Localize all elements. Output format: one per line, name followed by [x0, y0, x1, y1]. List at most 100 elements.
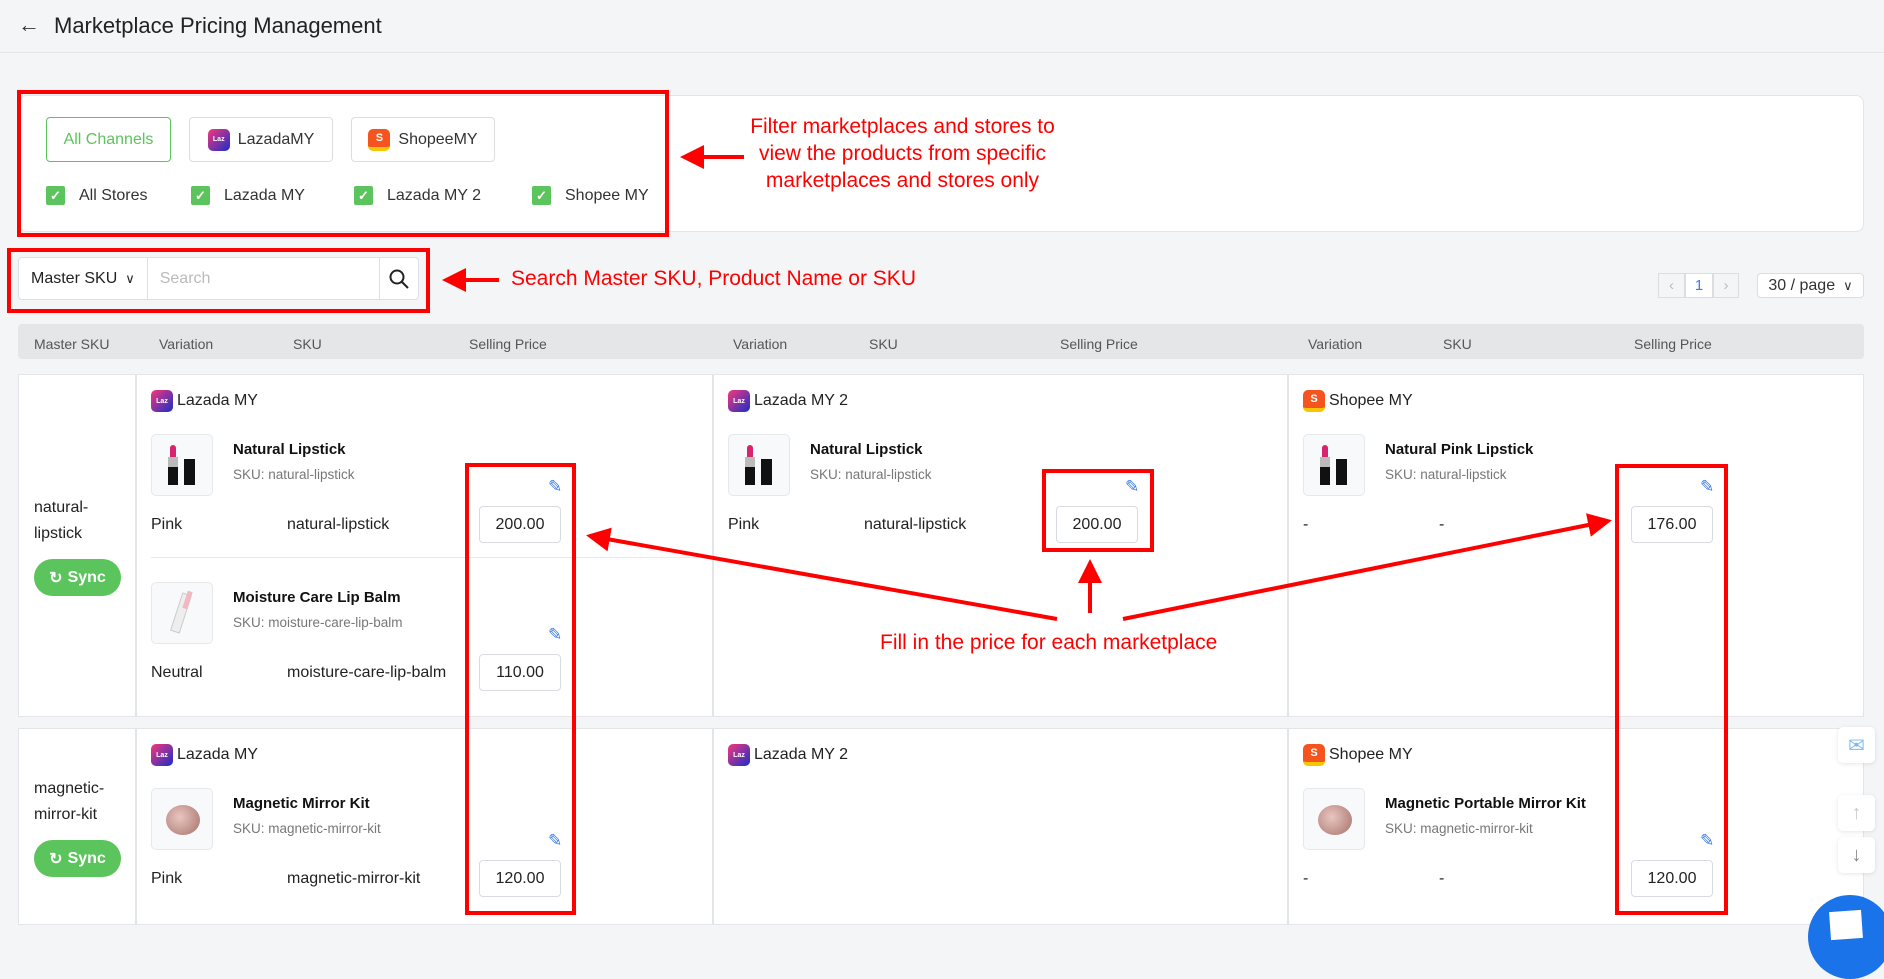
- annotation-filter-note: Filter marketplaces and stores to view t…: [750, 115, 1055, 192]
- product-item: Magnetic Mirror Kit SKU: magnetic-mirror-…: [137, 781, 712, 929]
- store-name: Lazada MY: [177, 392, 258, 409]
- column-header: SKU: [1443, 336, 1472, 352]
- mail-icon[interactable]: ✉: [1838, 727, 1875, 763]
- store-checkbox-lazada-my[interactable]: ✓ Lazada MY: [191, 186, 305, 205]
- lazada-logo-icon: Laz: [728, 390, 750, 412]
- channel-label: LazadaMY: [237, 130, 315, 148]
- page-1-button[interactable]: 1: [1685, 273, 1713, 298]
- product-item: Natural Pink Lipstick SKU: natural-lipsti…: [1289, 427, 1863, 575]
- store-cell: S Shopee MY Natural Pink Lipstick SKU: natu…: [1288, 374, 1864, 717]
- edit-icon[interactable]: ✎: [1700, 831, 1715, 850]
- store-name: Shopee MY: [1329, 746, 1413, 763]
- variation-text: Neutral: [151, 664, 203, 681]
- channel-label: ShopeeMY: [398, 130, 478, 148]
- store-cell: Laz Lazada MY 2: [713, 728, 1288, 925]
- scroll-up-button[interactable]: ↑: [1838, 795, 1875, 831]
- product-sku-label: SKU: moisture-care-lip-balm: [233, 615, 403, 630]
- edit-icon[interactable]: ✎: [548, 477, 563, 496]
- product-name: Magnetic Portable Mirror Kit: [1385, 795, 1586, 812]
- selling-price-input[interactable]: [1056, 506, 1138, 543]
- table-header: [18, 324, 1864, 359]
- shopee-logo-icon: S: [1303, 390, 1325, 412]
- scroll-down-button[interactable]: ↓: [1838, 837, 1875, 873]
- chevron-down-icon: ∨: [125, 270, 135, 286]
- sku-text: natural-lipstick: [287, 516, 390, 533]
- column-header: SKU: [293, 336, 322, 352]
- column-header: Selling Price: [1060, 336, 1138, 352]
- sync-icon: ↻: [49, 569, 63, 587]
- product-name: Natural Pink Lipstick: [1385, 441, 1534, 458]
- selling-price-input[interactable]: [479, 506, 561, 543]
- column-header: Variation: [159, 336, 214, 352]
- lazada-logo-icon: Laz: [151, 744, 173, 766]
- checkbox-label: Lazada MY 2: [387, 186, 481, 204]
- store-name: Lazada MY: [177, 746, 258, 763]
- search-field-select[interactable]: Master SKU ∨: [19, 258, 148, 299]
- sku-text: -: [1439, 870, 1445, 887]
- product-name: Moisture Care Lip Balm: [233, 589, 401, 606]
- chat-button[interactable]: [1808, 895, 1884, 979]
- store-header: S Shopee MY: [1303, 390, 1413, 412]
- per-page-select[interactable]: 30 / page ∨: [1757, 273, 1864, 298]
- prev-page-button[interactable]: ‹: [1658, 273, 1685, 298]
- search-bar: Master SKU ∨: [18, 257, 419, 300]
- product-sku-label: SKU: natural-lipstick: [233, 467, 355, 482]
- page-title: Marketplace Pricing Management: [54, 13, 382, 38]
- lazada-logo-icon: Laz: [151, 390, 173, 412]
- product-item: Natural Lipstick SKU: natural-lipstick ✎ Pi…: [714, 427, 1287, 575]
- store-cell: Laz Lazada MY Natural Lipstick SKU: natural…: [136, 374, 713, 717]
- lazada-logo-icon: Laz: [207, 128, 230, 151]
- store-cell: Laz Lazada MY Magnetic Mirror Kit SKU: magn…: [136, 728, 713, 925]
- store-checkbox-lazada-my-2[interactable]: ✓ Lazada MY 2: [354, 186, 481, 205]
- product-item: Natural Lipstick SKU: natural-lipstick ✎ Pi…: [137, 427, 712, 575]
- selling-price-input[interactable]: [1631, 860, 1713, 897]
- check-icon: ✓: [191, 186, 210, 205]
- product-item: Magnetic Portable Mirror Kit SKU: magneti…: [1289, 781, 1863, 929]
- column-header: Selling Price: [1634, 336, 1712, 352]
- shopee-logo-icon: S: [368, 128, 391, 151]
- chevron-down-icon: ∨: [1843, 277, 1853, 293]
- edit-icon[interactable]: ✎: [548, 625, 563, 644]
- edit-icon[interactable]: ✎: [548, 831, 563, 850]
- page-header: [0, 0, 1884, 53]
- store-checkbox-all-stores[interactable]: ✓ All Stores: [46, 186, 147, 205]
- sync-button[interactable]: ↻ Sync: [34, 559, 121, 596]
- variation-text: -: [1303, 516, 1309, 533]
- selling-price-input[interactable]: [1631, 506, 1713, 543]
- sku-text: magnetic-mirror-kit: [287, 870, 421, 887]
- edit-icon[interactable]: ✎: [1700, 477, 1715, 496]
- search-input[interactable]: [147, 258, 379, 299]
- product-sku-label: SKU: magnetic-mirror-kit: [1385, 821, 1533, 836]
- sync-label: Sync: [67, 568, 106, 586]
- checkbox-label: All Stores: [79, 186, 148, 204]
- store-cell: S Shopee MY Magnetic Portable Mirror Kit SK…: [1288, 728, 1864, 925]
- next-page-button[interactable]: ›: [1713, 273, 1739, 298]
- master-sku-text: natural- lipstick: [34, 499, 89, 542]
- edit-icon[interactable]: ✎: [1125, 477, 1140, 496]
- product-image: [151, 788, 213, 850]
- variation-text: Pink: [728, 516, 760, 533]
- channel-lazadamy[interactable]: Laz LazadaMY: [189, 117, 333, 162]
- channel-shopeemy[interactable]: S ShopeeMY: [351, 117, 495, 162]
- sync-icon: ↻: [49, 850, 63, 868]
- store-cell: Laz Lazada MY 2 Natural Lipstick SKU: natur…: [713, 374, 1288, 717]
- sync-label: Sync: [67, 849, 106, 867]
- sync-button[interactable]: ↻ Sync: [34, 840, 121, 877]
- channel-all-channels[interactable]: All Channels: [46, 117, 171, 162]
- store-checkbox-shopee-my[interactable]: ✓ Shopee MY: [532, 186, 649, 205]
- master-sku-text: magnetic- mirror-kit: [34, 780, 105, 823]
- arrow-left-icon[interactable]: ←: [18, 12, 40, 37]
- product-image: [151, 434, 213, 496]
- product-sku-label: SKU: natural-lipstick: [810, 467, 932, 482]
- product-image: [1303, 788, 1365, 850]
- search-button[interactable]: [378, 258, 418, 299]
- lazada-logo-icon: Laz: [728, 744, 750, 766]
- variation-text: Pink: [151, 516, 183, 533]
- sku-text: natural-lipstick: [864, 516, 967, 533]
- channel-label: All Channels: [63, 130, 154, 148]
- store-header: Laz Lazada MY: [151, 744, 258, 766]
- selling-price-input[interactable]: [479, 860, 561, 897]
- product-image: [1303, 434, 1365, 496]
- selling-price-input[interactable]: [479, 654, 561, 691]
- per-page-value: 30 / page: [1768, 276, 1836, 294]
